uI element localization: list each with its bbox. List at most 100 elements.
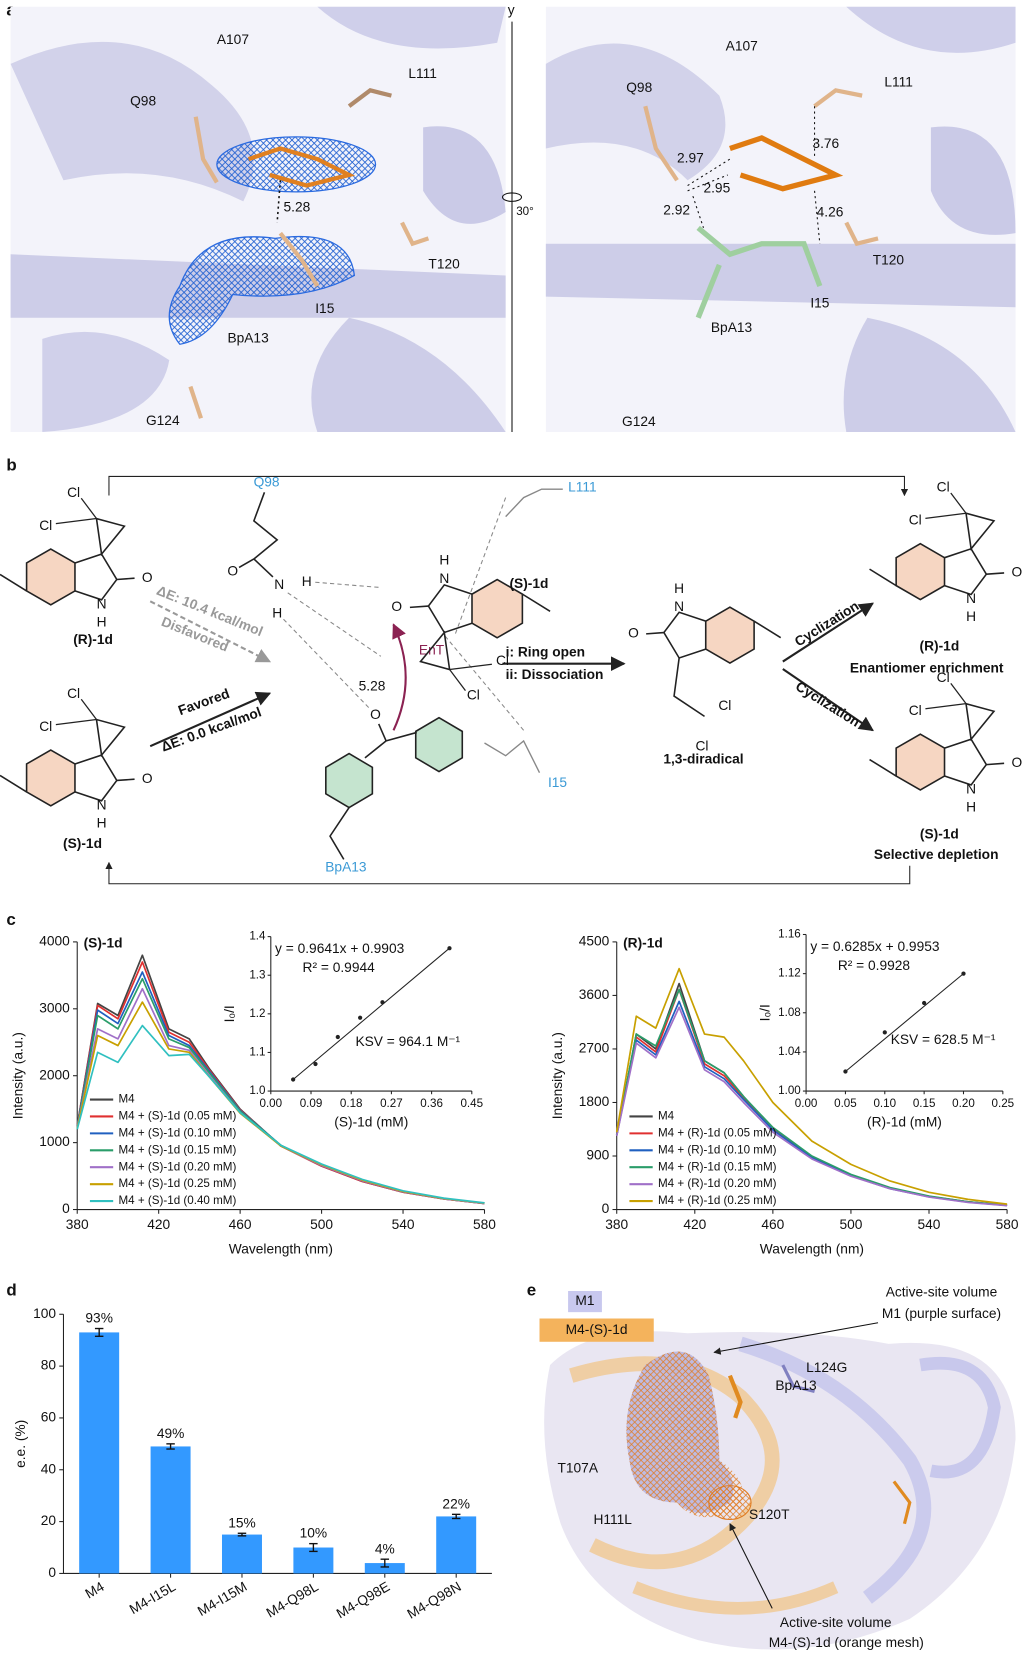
residue-label: T107A [557, 1460, 598, 1475]
x-tick-label: 0.09 [300, 1097, 323, 1110]
distance-label: 4.26 [817, 205, 844, 220]
y-tick-label: 1.1 [249, 1046, 265, 1059]
point [447, 946, 452, 951]
residue-label: I15 [810, 296, 829, 311]
y-tick-label: 4500 [579, 934, 610, 949]
atom: H [97, 614, 107, 629]
bond [80, 497, 97, 519]
fit-line [292, 947, 450, 1080]
y-tick-label: 4000 [39, 934, 70, 949]
chart-title: (R)-1d [623, 936, 663, 951]
bond [925, 703, 967, 710]
residue-label: L111 [568, 480, 597, 495]
y-axis-label: Intensity (a.u.) [550, 1032, 565, 1119]
structure-right: A107 L111 Q98 2.97 2.95 2.92 3.76 4.26 T… [545, 6, 1016, 433]
y-tick-label: 2700 [579, 1041, 610, 1056]
x-tick-label: 0.45 [460, 1097, 483, 1110]
bond [55, 718, 97, 726]
bond [521, 593, 551, 612]
residue-label: G124 [622, 414, 656, 429]
residue-label: A107 [217, 32, 249, 47]
energy-label: ΔE: 0.0 kcal/mol [159, 704, 263, 754]
atom: H [439, 553, 449, 568]
atom: O [1011, 755, 1022, 770]
atom: N [97, 797, 107, 812]
atom: Cl [39, 518, 52, 533]
residue-label: BpA13 [775, 1378, 817, 1393]
residue-label: L124G [806, 1360, 847, 1375]
x-tick-label: 580 [473, 1217, 496, 1232]
point [291, 1077, 296, 1082]
residue-label: L111 [884, 75, 913, 90]
y-tick-label: 1.4 [249, 930, 266, 943]
bond [409, 605, 429, 609]
atom: N [674, 599, 684, 614]
point [922, 1000, 927, 1006]
annotation: y = 0.9641x + 0.9903 [275, 941, 405, 956]
annotation: KSV = 628.5 M⁻¹ [891, 1032, 996, 1047]
rotation-arrow [501, 192, 523, 202]
atom: O [391, 599, 402, 614]
legend-label: M4 + (S)-1d (0.20 mM) [118, 1160, 236, 1173]
x-tick-label: 0.00 [795, 1097, 818, 1110]
structure-e: M1 M4-(S)-1d Active-site volume M1 (purp… [539, 1285, 1016, 1650]
value-label: 4% [375, 1541, 395, 1556]
bond [925, 512, 967, 519]
legend-label: M4 [658, 1110, 675, 1123]
ring [944, 547, 988, 596]
legend-label: M1 [575, 1293, 594, 1308]
x-tick-label: 380 [605, 1217, 628, 1232]
panel-label: d [6, 1280, 16, 1299]
x-tick-label: 420 [683, 1217, 706, 1232]
x-tick-label: 0.15 [913, 1097, 936, 1110]
point [335, 1034, 340, 1040]
atom: Cl [496, 653, 509, 668]
ent-label: EnT [419, 643, 445, 658]
ring [74, 553, 118, 601]
residue-label: L111 [408, 66, 437, 81]
x-tick-label: 0.25 [992, 1097, 1015, 1110]
x-axis-label: Wavelength (nm) [229, 1241, 333, 1256]
y-tick-label: 0 [602, 1201, 610, 1216]
value-label: 93% [85, 1311, 113, 1326]
y-tick-label: 1.12 [778, 967, 801, 980]
atom: H [272, 606, 282, 621]
axis-label: y [508, 3, 515, 18]
panel-label: c [6, 910, 15, 929]
x-tick-label: M4-I15L [127, 1579, 178, 1617]
legend-label: M4 + (S)-1d (0.05 mM) [118, 1110, 236, 1123]
x-tick-label: 540 [918, 1217, 941, 1232]
ring [704, 606, 755, 664]
molecule-label: (S)-1d [63, 836, 102, 851]
fit-line [845, 973, 964, 1072]
y-axis-label: I₀/I [758, 1004, 773, 1021]
atom: Cl [695, 738, 708, 753]
y-tick-label: 1800 [579, 1094, 610, 1109]
x-tick-label: 0.27 [380, 1097, 403, 1110]
atom: N [439, 571, 449, 586]
residue-label: G124 [146, 413, 180, 428]
distance-label: 2.97 [677, 151, 704, 166]
residue-label: Q98 [130, 94, 156, 109]
y-tick-label: 40 [41, 1461, 57, 1476]
legend-label: M4 + (S)-1d (0.15 mM) [118, 1143, 236, 1156]
value-label: 49% [157, 1426, 185, 1441]
y-tick-label: 80 [41, 1358, 57, 1373]
point [313, 1061, 318, 1067]
x-tick-label: M4-I15M [195, 1579, 249, 1619]
bond [950, 492, 967, 514]
distance-label: 5.28 [359, 679, 386, 694]
residue-label: Q98 [254, 474, 280, 489]
legend-label: M4 + (R)-1d (0.10 mM) [658, 1143, 777, 1156]
x-tick-label: 380 [66, 1217, 89, 1232]
molecule-label: (R)-1d [73, 632, 113, 647]
y-axis-label: Intensity (a.u.) [11, 1032, 26, 1119]
x-tick-label: 420 [147, 1217, 170, 1232]
ring [965, 702, 996, 742]
legend-label: M4 + (S)-1d (0.10 mM) [118, 1126, 236, 1139]
annotation: y = 0.6285x + 0.9953 [810, 939, 940, 954]
bond [449, 669, 466, 692]
bond [986, 572, 1005, 575]
x-tick-label: 540 [392, 1217, 415, 1232]
distance-label: 5.28 [284, 199, 311, 214]
